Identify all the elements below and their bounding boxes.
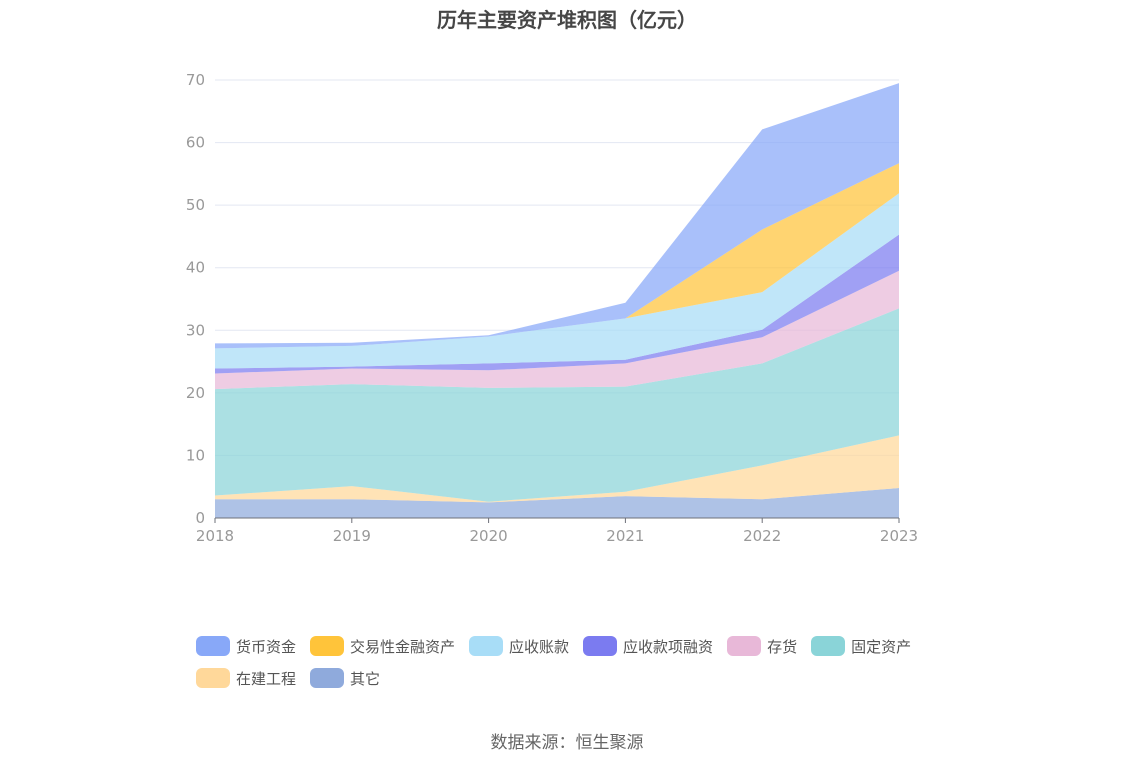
legend-label: 固定资产 [851,637,912,656]
legend-item-construction[interactable]: 在建工程 [196,668,296,689]
legend-item-receivables-financing[interactable]: 应收款项融资 [583,636,713,657]
legend-swatch [196,636,230,656]
x-tick-label: 2020 [470,527,508,545]
y-tick-label: 50 [186,196,205,214]
y-tick-label: 10 [186,446,205,464]
legend-label: 在建工程 [236,669,297,688]
legend-label: 交易性金融资产 [350,637,456,656]
x-tick-label: 2023 [880,527,918,545]
legend-label: 其它 [350,669,381,688]
y-tick-label: 20 [186,384,205,402]
area-series-交易性金融资产 [215,163,899,349]
chart-title: 历年主要资产堆积图（亿元） [437,8,697,32]
legend-swatch [469,636,504,656]
legend-swatch [310,636,345,656]
x-tick-label: 2021 [606,527,644,545]
legend-item-fixed-assets[interactable]: 固定资产 [811,636,911,657]
legend-item-receivables[interactable]: 应收账款 [469,636,569,657]
legend-swatch [310,668,345,688]
area-series-固定资产 [215,308,899,502]
area-series-其它 [215,488,899,518]
x-tick-label: 2019 [333,527,371,545]
y-tick-label: 40 [186,259,205,277]
legend-swatch [811,636,846,656]
area-series-应收款项融资 [215,234,899,374]
legend-swatch [583,636,618,656]
legend-item-trading-assets[interactable]: 交易性金融资产 [310,636,455,657]
x-tick-label: 2018 [196,527,234,545]
stacked-area-chart: 0 10 20 30 40 50 60 70 2018 2019 2020 2021 2022 2023 [186,71,918,545]
legend-item-other[interactable]: 其它 [310,668,380,689]
y-tick-label: 60 [186,134,205,152]
y-tick-label: 30 [186,321,205,339]
legend-row-1: 货币资金 交易性金融资产 应收账款 应收款项融资 存货 固定资产 [196,630,976,662]
y-tick-label: 0 [195,509,205,527]
x-tick-label: 2022 [743,527,781,545]
legend-label: 存货 [767,637,798,656]
area-series-应收账款 [215,193,899,369]
legend-swatch [196,668,230,688]
legend-label: 货币资金 [236,637,297,656]
legend: 货币资金 交易性金融资产 应收账款 应收款项融资 存货 固定资产 在建工程 [196,630,976,694]
area-series-在建工程 [215,435,899,503]
y-tick-label: 70 [186,71,205,89]
data-source: 数据来源：恒生聚源 [490,733,644,753]
legend-label: 应收账款 [509,637,570,656]
legend-item-cash[interactable]: 货币资金 [196,636,296,657]
legend-item-inventory[interactable]: 存货 [727,636,797,657]
legend-row-2: 在建工程 其它 [196,662,976,694]
area-series-货币资金 [215,83,899,349]
area-series-存货 [215,270,899,390]
legend-label: 应收款项融资 [623,637,714,656]
legend-swatch [727,636,762,656]
